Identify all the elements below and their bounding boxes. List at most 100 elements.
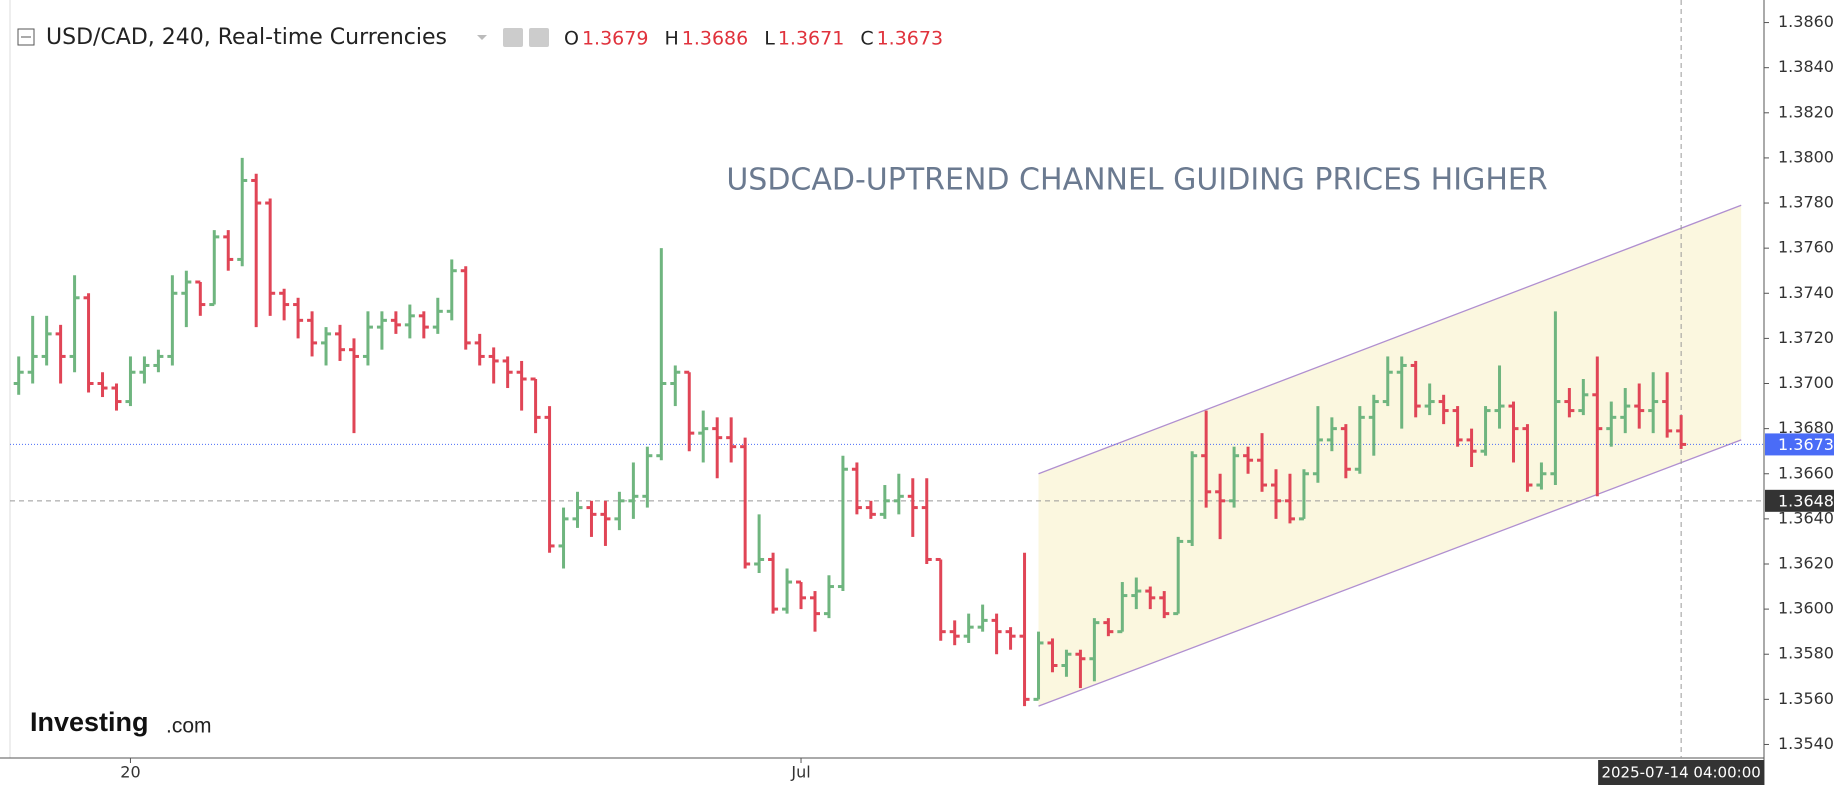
- x-tick-label: 20: [120, 763, 140, 782]
- ohlc-bar: [69, 275, 80, 373]
- ohlc-bar: [1340, 424, 1351, 479]
- ohlc-bar: [1536, 462, 1547, 490]
- ohlc-label: L: [764, 28, 775, 50]
- crosshair-price-label: 1.3648: [1778, 491, 1834, 510]
- x-tick-label: Jul: [790, 763, 810, 782]
- ohlc-bar: [209, 230, 220, 307]
- ohlc-bar: [921, 478, 932, 564]
- y-tick-label: 1.3800: [1778, 147, 1834, 166]
- ohlc-bar: [1550, 311, 1561, 486]
- chart-title[interactable]: USD/CAD, 240, Real-time Currencies: [46, 25, 447, 50]
- ohlc-bar: [614, 491, 625, 531]
- ohlc-bar: [348, 338, 359, 434]
- ohlc-label: C: [860, 28, 873, 50]
- ohlc-bar: [1564, 388, 1575, 418]
- ohlc-bar: [1033, 631, 1044, 701]
- ohlc-bar: [572, 491, 583, 528]
- ohlc-bar: [404, 304, 415, 339]
- ohlc-bar: [488, 347, 499, 384]
- y-tick-label: 1.3560: [1778, 689, 1834, 708]
- y-tick-label: 1.3600: [1778, 599, 1834, 618]
- ohlc-bar: [460, 266, 471, 350]
- ohlc-bar: [390, 311, 401, 334]
- dropdown-arrow[interactable]: [477, 35, 487, 40]
- ohlc-bar: [1676, 415, 1687, 449]
- ohlc-bar: [991, 613, 1002, 655]
- ohlc-bar: [1634, 383, 1645, 429]
- ohlc-bar: [712, 417, 723, 479]
- ohlc-bar: [628, 462, 639, 519]
- ohlc-bar: [181, 270, 192, 328]
- ohlc-bar: [1075, 649, 1086, 689]
- ohlc-bar: [1578, 379, 1589, 416]
- ohlc-bar: [670, 365, 681, 407]
- ohlc-bar: [1396, 356, 1407, 429]
- ohlc-bar: [1145, 586, 1156, 610]
- crosshair-time-box: [1598, 760, 1765, 785]
- ohlc-bar: [125, 356, 136, 407]
- ohlc-bar: [237, 157, 248, 267]
- ohlc-bar: [1466, 428, 1477, 467]
- ohlc-bar: [1312, 406, 1323, 483]
- y-tick-label: 1.3640: [1778, 508, 1834, 527]
- y-tick-label: 1.3580: [1778, 644, 1834, 663]
- ohlc-bar: [1452, 406, 1463, 447]
- ohlc-label: O: [564, 28, 579, 50]
- ohlc-bar: [111, 383, 122, 411]
- collapse-icon[interactable]: [17, 28, 35, 46]
- ohlc-bar: [1005, 627, 1016, 650]
- eye-icon[interactable]: [503, 28, 523, 47]
- ohlc-bar: [1215, 473, 1226, 540]
- ohlc-bar: [418, 311, 429, 339]
- ohlc-label: H: [664, 28, 678, 50]
- ohlc-bar: [1382, 356, 1393, 407]
- ohlc-bar: [223, 230, 234, 271]
- ohlc-bar: [1326, 417, 1337, 452]
- ohlc-bar: [809, 591, 820, 632]
- settings-icon[interactable]: [529, 28, 549, 47]
- ohlc-bar: [55, 324, 66, 384]
- crosshair-price-box: [1765, 489, 1834, 512]
- ohlc-bar: [796, 580, 807, 610]
- y-tick-label: 1.3760: [1778, 238, 1834, 257]
- ohlc-bar: [726, 417, 737, 463]
- ohlc-bar: [1201, 410, 1212, 508]
- ohlc-bar: [1592, 356, 1603, 497]
- ohlc-bar: [1606, 401, 1617, 447]
- ohlc-bar: [530, 377, 541, 434]
- last-price-box: [1765, 433, 1834, 456]
- ohlc-bar: [740, 437, 751, 569]
- ohlc-bar: [586, 500, 597, 537]
- ohlc-bar: [83, 293, 94, 393]
- crosshair-time-label: 2025-07-14 04:00:00: [1601, 764, 1760, 782]
- ohlc-value: 1.3679: [582, 28, 648, 50]
- ohlc-bar: [768, 552, 779, 614]
- ohlc-bar: [1061, 649, 1072, 677]
- ohlc-value: 1.3673: [877, 28, 943, 50]
- ohlc-value: 1.3686: [682, 28, 748, 50]
- ohlc-bar: [1354, 406, 1365, 474]
- y-tick-label: 1.3860: [1778, 12, 1834, 31]
- ohlc-bar: [1662, 372, 1673, 438]
- ohlc-bar: [1243, 446, 1254, 474]
- ohlc-bar: [544, 406, 555, 553]
- ohlc-bar: [558, 507, 569, 569]
- ohlc-bar: [502, 356, 513, 389]
- ohlc-bar: [851, 462, 862, 515]
- ohlc-bar: [251, 173, 262, 328]
- last-price-label: 1.3673: [1778, 435, 1834, 454]
- ohlc-bar: [949, 620, 960, 646]
- ohlc-bar: [1368, 394, 1379, 456]
- ohlc-bar: [1257, 433, 1268, 492]
- y-tick-label: 1.3660: [1778, 463, 1834, 482]
- ohlc-bar: [293, 297, 304, 339]
- y-tick-label: 1.3700: [1778, 373, 1834, 392]
- ohlc-bar: [307, 311, 318, 357]
- ohlc-bar: [153, 349, 164, 373]
- channel-lower: [1038, 439, 1742, 707]
- ohlc-bar: [600, 500, 611, 546]
- ohlc-bar: [907, 478, 918, 537]
- ohlc-bar: [1159, 591, 1170, 619]
- logo-main: Investing: [30, 707, 149, 737]
